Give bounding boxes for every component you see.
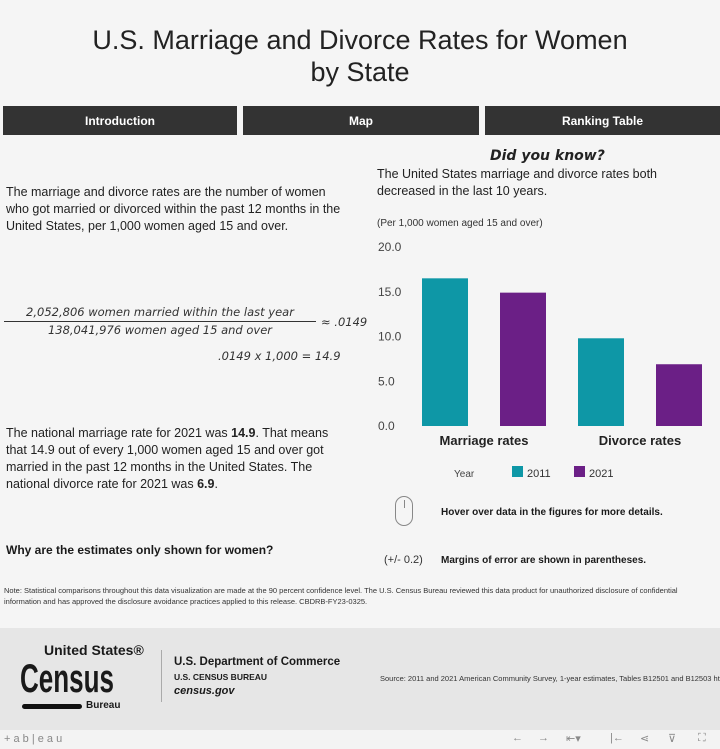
logo-main: Census: [20, 657, 114, 701]
y-tick-label: 0.0: [378, 419, 395, 433]
marriage-rate-value: 14.9: [231, 426, 256, 440]
source-text: Source: 2011 and 2021 American Community…: [380, 674, 720, 683]
bar-divorce-rates-2011[interactable]: [578, 338, 624, 426]
chart-subtitle: (Per 1,000 women aged 15 and over): [377, 218, 543, 229]
formula-approx: ≈ .0149: [321, 315, 368, 329]
divider: [161, 650, 162, 702]
bar-marriage-rates-2011[interactable]: [422, 278, 468, 426]
tab-introduction[interactable]: Introduction: [3, 106, 237, 135]
legend-label-2021: 2021: [589, 468, 613, 480]
bureau-name: U.S. CENSUS BUREAU: [174, 672, 268, 682]
y-tick-label: 20.0: [378, 240, 402, 254]
census-gov-link[interactable]: census.gov: [174, 685, 235, 697]
formula-numerator: 2,052,806 women married within the last …: [4, 305, 316, 322]
bar-chart: 0.0 5.0 10.0 15.0 20.0 Marriage rates Divorce …: [378, 240, 702, 480]
text-part: . That means that 14.9 out of every 1,00…: [6, 426, 329, 491]
page-title: U.S. Marriage and Divorce Rates for Wome…: [0, 24, 720, 88]
moe-hint: Margins of error are shown in parenthese…: [441, 555, 647, 566]
logo-bar: [22, 704, 82, 709]
revert-icon[interactable]: ⇤▾: [566, 733, 581, 745]
share-icon[interactable]: ⋖: [640, 733, 650, 745]
y-tick-label: 15.0: [378, 285, 402, 299]
did-you-know-heading: Did you know?: [490, 148, 605, 164]
legend-swatch-2011: [512, 466, 523, 477]
formula-denominator: 138,041,976 women aged 15 and over: [47, 323, 273, 337]
legend-label-2011: 2011: [527, 468, 551, 480]
formula-multiply: .0149 x 1,000 = 14.9: [218, 349, 341, 363]
tab-ranking-table[interactable]: Ranking Table: [485, 106, 720, 135]
text-part: The national marriage rate for 2021 was: [6, 426, 232, 440]
undo-icon[interactable]: ←: [512, 732, 523, 744]
logo-bottom: Bureau: [86, 700, 121, 711]
fullscreen-icon[interactable]: ⛶: [698, 732, 706, 744]
tab-map[interactable]: Map: [243, 106, 479, 135]
national-rate-text: The national marriage rate for 2021 was …: [6, 425, 351, 493]
tableau-toolbar: + a b | e a u ← → ⇤▾ |← ⋖ ⊽ ⛶: [0, 730, 720, 749]
divorce-rate-value: 6.9: [197, 477, 215, 491]
text-part: .: [214, 477, 218, 491]
redo-icon[interactable]: →: [538, 732, 549, 744]
census-logo: United States® Census Bureau: [20, 642, 150, 718]
footer: United States® Census Bureau U.S. Depart…: [0, 628, 720, 730]
y-tick-label: 5.0: [378, 374, 395, 388]
why-women-link[interactable]: Why are the estimates only shown for wom…: [6, 543, 274, 557]
definition-text: The marriage and divorce rates are the n…: [6, 185, 341, 233]
moe-symbol: (+/- 0.2): [384, 554, 423, 566]
bar-marriage-rates-2021[interactable]: [500, 292, 546, 426]
logo-top: United States®: [44, 642, 144, 658]
hover-hint: Hover over data in the figures for more …: [441, 507, 663, 518]
formula-fraction: 2,052,806 women married within the last …: [4, 305, 316, 337]
download-icon[interactable]: ⊽: [668, 733, 677, 745]
bar-divorce-rates-2021[interactable]: [656, 364, 702, 426]
title-line-2: by State: [310, 57, 410, 87]
x-category-label: Marriage rates: [440, 433, 529, 448]
note-text: Note: Statistical comparisons throughout…: [4, 586, 678, 606]
x-category-label: Divorce rates: [599, 433, 681, 448]
legend-title: Year: [454, 469, 475, 480]
did-you-know-text: The United States marriage and divorce r…: [377, 167, 658, 198]
y-tick-label: 10.0: [378, 330, 402, 344]
dept-name: U.S. Department of Commerce: [174, 656, 341, 668]
mouse-icon: [395, 496, 413, 526]
reset-icon[interactable]: |←: [610, 732, 624, 744]
legend-swatch-2021: [574, 466, 585, 477]
title-line-1: U.S. Marriage and Divorce Rates for Wome…: [92, 25, 628, 55]
tableau-logo: + a b | e a u: [4, 733, 63, 745]
